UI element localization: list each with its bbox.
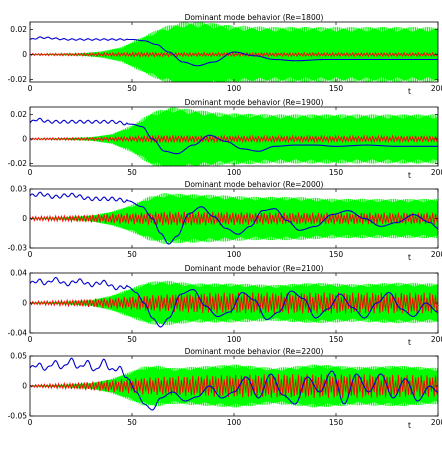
plot-area xyxy=(30,357,438,411)
chart-title: Dominant mode behavior (Re=2200) xyxy=(185,347,324,356)
x-tick-label: 100 xyxy=(227,250,242,259)
x-axis-label: t xyxy=(408,87,411,96)
y-tick-label: 0.02 xyxy=(10,25,27,34)
y-tick-label: -0.02 xyxy=(8,159,28,168)
x-tick-label: 50 xyxy=(127,335,137,344)
chart-title: Dominant mode behavior (Re=2100) xyxy=(185,264,324,273)
x-tick-label: 100 xyxy=(227,168,242,177)
red-series xyxy=(30,50,438,59)
plot-area xyxy=(30,107,438,166)
x-tick-label: 50 xyxy=(127,84,137,93)
y-tick-label: -0.02 xyxy=(8,75,28,84)
chart-title: Dominant mode behavior (Re=2000) xyxy=(185,180,324,189)
x-tick-label: 100 xyxy=(227,335,242,344)
red-series xyxy=(30,374,438,398)
x-axis-label: t xyxy=(408,171,411,180)
x-tick-label: 200 xyxy=(431,335,442,344)
y-tick-label: -0.03 xyxy=(8,244,28,253)
x-axis-label: t xyxy=(408,253,411,262)
blue-series xyxy=(30,117,438,155)
x-tick-label: 150 xyxy=(329,84,344,93)
x-tick-label: 50 xyxy=(127,250,137,259)
x-tick-label: 0 xyxy=(28,84,33,93)
x-tick-label: 100 xyxy=(227,84,242,93)
x-tick-label: 0 xyxy=(28,335,33,344)
blue-series xyxy=(30,36,438,67)
x-tick-label: 0 xyxy=(28,418,33,427)
x-tick-label: 100 xyxy=(227,418,242,427)
y-tick-label: 0.02 xyxy=(10,110,27,119)
blue-series xyxy=(30,276,438,328)
y-tick-label: -0.04 xyxy=(8,329,28,338)
blue-series xyxy=(30,357,438,411)
plot-area xyxy=(30,22,438,82)
chart-title: Dominant mode behavior (Re=1900) xyxy=(185,98,324,107)
y-tick-label: 0.05 xyxy=(10,352,27,361)
x-axis-label: t xyxy=(408,338,411,347)
x-tick-label: 200 xyxy=(431,84,442,93)
y-tick-label: 0 xyxy=(22,382,27,391)
x-tick-label: 50 xyxy=(127,418,137,427)
x-tick-label: 150 xyxy=(329,418,344,427)
chart-title: Dominant mode behavior (Re=1800) xyxy=(185,13,324,22)
red-series xyxy=(30,292,438,314)
x-tick-label: 200 xyxy=(431,168,442,177)
y-tick-label: 0 xyxy=(22,214,27,223)
x-tick-label: 150 xyxy=(329,250,344,259)
y-tick-label: 0 xyxy=(22,134,27,143)
x-tick-label: 200 xyxy=(431,418,442,427)
x-tick-label: 0 xyxy=(28,250,33,259)
y-tick-label: 0 xyxy=(22,299,27,308)
x-axis-label: t xyxy=(408,421,411,430)
blue-series xyxy=(30,191,438,245)
red-series xyxy=(30,211,438,226)
red-series xyxy=(30,134,438,144)
plot-area xyxy=(30,191,438,245)
plot-area xyxy=(30,276,438,328)
y-tick-label: 0.04 xyxy=(10,269,27,278)
y-tick-label: -0.05 xyxy=(8,412,28,421)
x-tick-label: 0 xyxy=(28,168,33,177)
y-tick-label: 0.03 xyxy=(10,185,27,194)
x-tick-label: 50 xyxy=(127,168,137,177)
x-tick-label: 150 xyxy=(329,335,344,344)
x-tick-label: 200 xyxy=(431,250,442,259)
x-tick-label: 150 xyxy=(329,168,344,177)
y-tick-label: 0 xyxy=(22,50,27,59)
